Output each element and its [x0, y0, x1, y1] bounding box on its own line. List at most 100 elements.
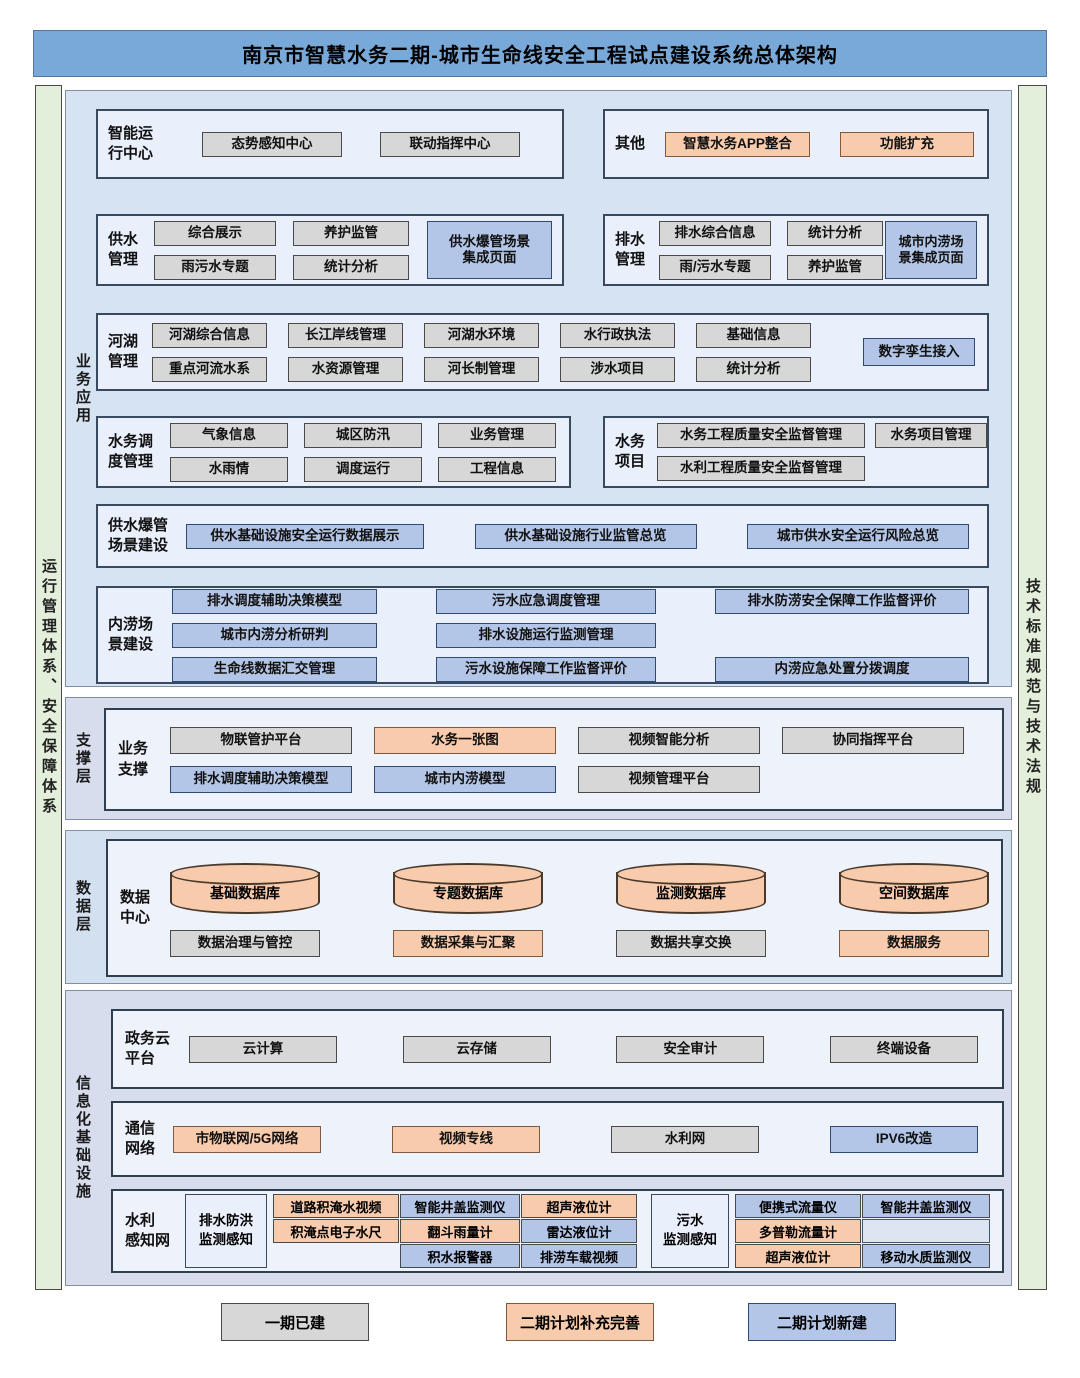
sidebar-right: 技术标准规范与技术法规: [1018, 85, 1047, 1290]
empty-cell: [862, 1219, 990, 1243]
subgroup-label: 排水防洪 监测感知: [185, 1194, 267, 1268]
sidebar-left: 运行管理体系、安全保障体系: [35, 85, 62, 1290]
diagram-node: 水资源管理: [288, 356, 403, 382]
group-waterlogging-scene: 内涝场 景建设 排水调度辅助决策模型 污水应急调度管理 排水防涝安全保障工作监督…: [96, 586, 989, 684]
diagram-node: 移动水质监测仪: [862, 1244, 990, 1268]
diagram-node: 工程信息: [438, 456, 556, 482]
legend-phase2-new: 二期计划新建: [748, 1303, 896, 1341]
diagram-node: 功能扩充: [840, 131, 974, 157]
diagram-node: 气象信息: [170, 422, 288, 448]
diagram-node: 道路积淹水视频: [273, 1194, 399, 1218]
diagram-node: 养护监管: [787, 254, 883, 280]
group-label: 水务 项目: [615, 432, 646, 470]
diagram-node: 云计算: [189, 1035, 337, 1063]
diagram-node: 水务一张图: [374, 726, 556, 754]
diagram-node: 云存储: [402, 1035, 551, 1063]
diagram-node: 安全审计: [616, 1035, 765, 1063]
section-data-label: 数据层: [74, 880, 91, 934]
diagram-node: 翻斗雨量计: [400, 1219, 520, 1243]
diagram-node: 超声液位计: [521, 1194, 637, 1218]
group-water-projects: 水务 项目 水务工程质量安全监督管理 水务项目管理 水利工程质量安全监督管理: [603, 416, 989, 488]
group-gov-cloud: 政务云 平台 云计算 云存储 安全审计 终端设备: [111, 1009, 1004, 1089]
diagram-node: 河长制管理: [424, 356, 539, 382]
diagram-node: 超声液位计: [735, 1244, 861, 1268]
diagram-node: 排水设施运行监测管理: [436, 622, 656, 648]
diagram-node: 便携式流量仪: [735, 1194, 861, 1218]
diagram-node: 水雨情: [170, 456, 288, 482]
diagram-node: 排水防涝安全保障工作监督评价: [715, 588, 969, 614]
database-cylinder: 基础数据库: [170, 862, 320, 914]
group-label: 通信 网络: [125, 1119, 156, 1157]
group-water-supply-mgmt: 供水 管理 综合展示 养护监管 雨污水专题 统计分析 供水爆管场景集成页面: [96, 214, 564, 286]
diagram-node: 河湖水环境: [424, 322, 539, 348]
diagram-node: 排水调度辅助决策模型: [172, 588, 377, 614]
group-label: 供水 管理: [108, 230, 139, 268]
diagram-node: 雷达液位计: [521, 1219, 637, 1243]
diagram-node: 数据治理与管控: [170, 929, 320, 957]
legend-phase1-built: 一期已建: [221, 1303, 369, 1341]
diagram-node: 水利工程质量安全监督管理: [657, 456, 865, 481]
section-support-label: 支撑层: [74, 731, 91, 786]
section-business: 业务应用 智能运 行中心 态势感知中心 联动指挥中心 其他 智慧水务APP整合 …: [65, 90, 1012, 687]
diagram-title: 南京市智慧水务二期-城市生命线安全工程试点建设系统总体架构: [33, 30, 1047, 77]
diagram-node: 调度运行: [304, 456, 422, 482]
group-river-lake-mgmt: 河湖 管理 河湖综合信息 长江岸线管理 河湖水环境 水行政执法 基础信息 重点河…: [96, 313, 989, 391]
group-label: 数据 中心: [120, 888, 151, 926]
section-data-layer: 数据层 数据 中心 基础数据库 专题数据库 监测数据库 空间数据库 数据治理与管…: [65, 830, 1012, 984]
diagram-node: 供水基础设施安全运行数据展示: [186, 523, 424, 549]
group-other: 其他 智慧水务APP整合 功能扩充: [603, 109, 989, 179]
diagram-node: 排水调度辅助决策模型: [170, 765, 352, 793]
diagram-node: 统计分析: [293, 254, 409, 280]
diagram-node: 智能井盖监测仪: [862, 1194, 990, 1218]
group-label: 供水爆管 场景建设: [108, 516, 169, 554]
diagram-node: 污水设施保障工作监督评价: [436, 656, 656, 682]
diagram-node: 供水爆管场景集成页面: [427, 221, 552, 279]
group-label: 政务云 平台: [125, 1029, 171, 1067]
group-comm-network: 通信 网络 市物联网/5G网络 视频专线 水利网 IPV6改造: [111, 1101, 1004, 1177]
group-label: 业务 支撑: [118, 740, 149, 778]
section-business-label: 业务应用: [74, 352, 91, 425]
diagram-node: 数字孪生接入: [863, 338, 975, 366]
diagram-node: 统计分析: [787, 220, 883, 246]
diagram-node: 水行政执法: [560, 322, 675, 348]
diagram-node: 污水应急调度管理: [436, 588, 656, 614]
diagram-node: 数据服务: [839, 929, 989, 957]
group-pipe-burst-scene: 供水爆管 场景建设 供水基础设施安全运行数据展示 供水基础设施行业监管总览 城市…: [96, 504, 989, 568]
diagram-node: 积淹点电子水尺: [273, 1219, 399, 1243]
database-cylinder: 监测数据库: [616, 862, 766, 914]
group-label: 内涝场 景建设: [108, 615, 154, 653]
diagram-node: 涉水项目: [560, 356, 675, 382]
diagram-node: 视频专线: [392, 1125, 540, 1153]
diagram-node: 数据采集与汇聚: [393, 929, 543, 957]
diagram-node: 综合展示: [154, 220, 276, 246]
diagram-node: 水务项目管理: [875, 423, 987, 448]
group-data-center: 数据 中心 基础数据库 专题数据库 监测数据库 空间数据库 数据治理与管控 数据…: [106, 839, 1003, 977]
database-cylinder: 空间数据库: [839, 862, 989, 914]
section-support: 支撑层 业务 支撑 物联管护平台 水务一张图 视频智能分析 协同指挥平台 排水调…: [65, 697, 1012, 820]
diagram-node: 态势感知中心: [202, 131, 342, 157]
diagram-node: 视频智能分析: [578, 726, 760, 754]
diagram-node: 雨污水专题: [154, 254, 276, 280]
diagram-node: IPV6改造: [830, 1125, 978, 1153]
diagram-node: 雨/污水专题: [659, 254, 771, 280]
diagram-node: 城市供水安全运行风险总览: [747, 523, 969, 549]
group-label: 水务调 度管理: [108, 432, 154, 470]
diagram-node: 业务管理: [438, 422, 556, 448]
group-label: 水利 感知网: [125, 1211, 171, 1249]
sidebar-right-label: 技术标准规范与技术法规: [1024, 577, 1041, 798]
diagram-node: 多普勒流量计: [735, 1219, 861, 1243]
diagram-node: 排涝车载视频: [521, 1244, 637, 1268]
legend-phase2-enhance: 二期计划补充完善: [506, 1303, 654, 1341]
diagram-node: 长江岸线管理: [288, 322, 403, 348]
group-drainage-mgmt: 排水 管理 排水综合信息 统计分析 雨/污水专题 养护监管 城市内涝场景集成页面: [603, 214, 989, 286]
diagram-node: 水务工程质量安全监督管理: [657, 423, 865, 448]
section-infrastructure: 信息化基础设施 政务云 平台 云计算 云存储 安全审计 终端设备 通信 网络 市…: [65, 990, 1012, 1286]
diagram-node: 供水基础设施行业监管总览: [474, 523, 697, 549]
diagram-node: 数据共享交换: [616, 929, 766, 957]
diagram-node: 智慧水务APP整合: [665, 131, 810, 157]
database-cylinder: 专题数据库: [393, 862, 543, 914]
diagram-node: 积水报警器: [400, 1244, 520, 1268]
diagram-node: 内涝应急处置分拨调度: [715, 656, 969, 682]
diagram-node: 城市内涝场景集成页面: [885, 221, 977, 279]
